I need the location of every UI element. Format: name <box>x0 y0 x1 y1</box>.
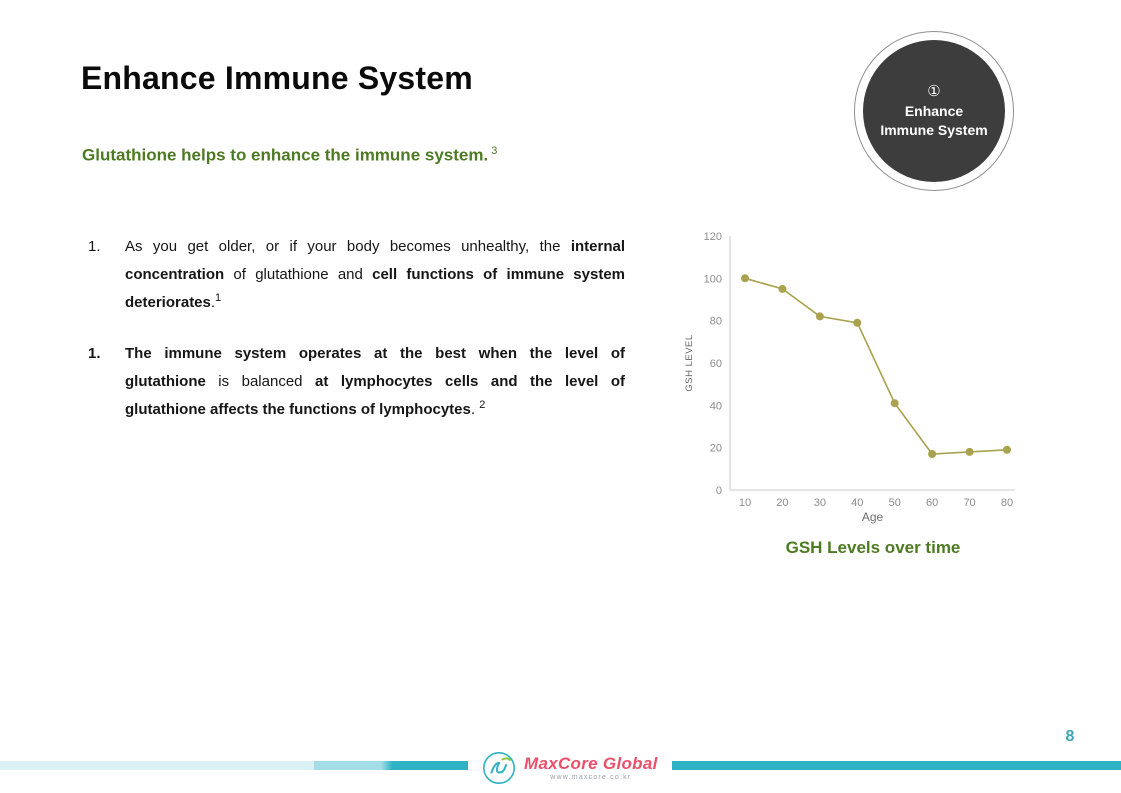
bullet-list: 1. As you get older, or if your body beco… <box>88 233 633 447</box>
gsh-series-line <box>744 277 1008 455</box>
subtitle-reference: 3 <box>491 145 498 157</box>
y-tick-label: 100 <box>704 273 722 285</box>
list-item-number: 1. <box>88 345 101 362</box>
gsh-data-point <box>853 318 862 327</box>
gsh-data-point <box>890 399 899 408</box>
x-tick-label: 80 <box>1001 497 1013 509</box>
subtitle-text: Glutathione helps to enhance the immune … <box>82 145 489 165</box>
x-tick-label: 30 <box>814 497 826 509</box>
x-axis-title: Age <box>862 510 884 524</box>
list-item-text: The immune system operates at the best w… <box>125 345 625 418</box>
gsh-data-point <box>741 274 749 283</box>
y-tick-label: 60 <box>710 358 722 370</box>
y-tick-label: 20 <box>710 443 722 455</box>
brand-name: MaxCore Global <box>524 753 658 773</box>
list-item-number: 1. <box>88 238 101 255</box>
page-title: Enhance Immune System <box>81 60 473 96</box>
page-number: 8 <box>1065 728 1075 745</box>
gsh-data-point <box>965 447 974 456</box>
slide-subtitle: Glutathione helps to enhance the immune … <box>82 145 497 166</box>
gsh-data-point <box>928 450 937 458</box>
chart-caption: GSH Levels over time <box>785 538 961 557</box>
section-badge: ① Enhance Immune System <box>863 40 1005 182</box>
y-axis-title: GSH LEVEL <box>684 334 695 391</box>
x-tick-label: 70 <box>963 497 975 509</box>
gsh-chart-svg: 0 20 40 60 80 100 120 10 20 30 40 50 60 70 80 Age GSH LE… <box>684 231 1015 524</box>
gsh-line-chart: 0 20 40 60 80 100 120 10 20 30 40 50 60 70 80 Age GSH LE… <box>678 226 1028 526</box>
y-tick-label: 120 <box>704 231 722 243</box>
x-tick-label: 10 <box>739 497 751 509</box>
badge-title-line2: Immune System <box>880 122 988 138</box>
badge-number: ① <box>927 83 941 100</box>
list-item: 1. As you get older, or if your body beco… <box>88 233 633 317</box>
gsh-data-point <box>815 312 824 321</box>
badge-title-line1: Enhance <box>904 103 964 119</box>
x-tick-label: 40 <box>851 497 863 509</box>
section-badge-ring: ① Enhance Immune System <box>854 31 1014 191</box>
maxcore-logo: MaxCore Global www.maxcore.co.kr <box>468 748 672 788</box>
x-tick-label: 60 <box>926 497 938 509</box>
gsh-data-point <box>1003 445 1011 454</box>
y-tick-label: 40 <box>710 400 722 412</box>
list-item-text: As you get older, or if your body become… <box>125 238 625 311</box>
y-tick-label: 80 <box>710 316 722 328</box>
x-tick-label: 50 <box>889 497 901 509</box>
x-tick-label: 20 <box>776 497 788 509</box>
brand-url: www.maxcore.co.kr <box>550 773 632 781</box>
list-item: 1. The immune system operates at the best… <box>88 340 633 424</box>
gsh-data-point <box>778 284 787 293</box>
y-tick-label: 0 <box>716 485 722 497</box>
maxcore-logo-icon <box>482 751 516 785</box>
